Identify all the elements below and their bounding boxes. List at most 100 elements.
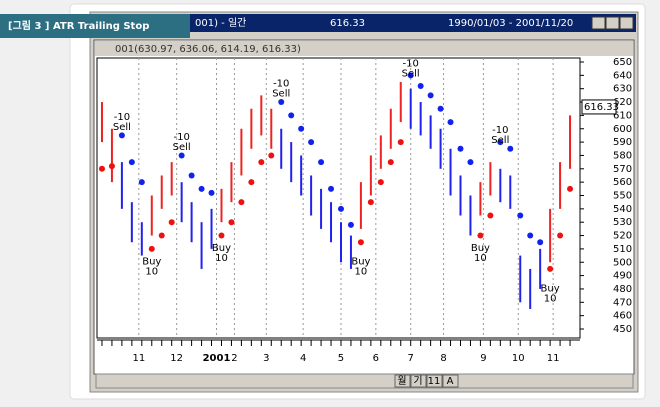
x-tick-label: 7: [408, 353, 414, 364]
signal-qty: -10: [492, 125, 508, 136]
stop-dot: [258, 159, 265, 166]
y-tick-label: 650: [613, 57, 632, 68]
x-tick-label: 11: [132, 353, 145, 364]
y-tick-label: 510: [613, 244, 632, 255]
title-bar: [92, 14, 636, 32]
scrollbar[interactable]: [95, 373, 634, 389]
y-tick-label: 490: [613, 271, 632, 282]
stop-dot: [138, 179, 145, 186]
stop-dot: [328, 185, 335, 192]
toolbar-label: A: [447, 376, 454, 387]
toolbar-label: 11: [428, 376, 441, 387]
stop-dot: [567, 185, 574, 192]
stop-dot: [198, 185, 205, 192]
stop-dot: [387, 159, 394, 166]
y-tick-label: 460: [613, 311, 632, 322]
y-tick-label: 500: [613, 257, 632, 268]
x-tick-label: 12: [170, 353, 183, 364]
toolbar-label: 기: [413, 375, 422, 387]
signal-label: Sell: [173, 142, 191, 153]
stop-dot: [228, 219, 235, 226]
signal-label: Sell: [402, 68, 420, 79]
stop-dot: [337, 205, 344, 212]
stop-dot: [437, 105, 444, 112]
stop-dot: [168, 219, 175, 226]
signal-qty: 10: [355, 267, 368, 278]
signal-label: Buy: [212, 243, 231, 254]
stop-dot: [218, 232, 225, 239]
stop-dot: [98, 165, 105, 172]
signal-label: Buy: [471, 243, 490, 254]
y-tick-label: 560: [613, 177, 632, 188]
signal-qty: -10: [273, 78, 289, 89]
y-tick-label: 550: [613, 191, 632, 202]
stop-dot: [497, 139, 504, 146]
signal-qty: 10: [544, 293, 557, 304]
signal-label: Buy: [351, 257, 370, 268]
toolbar-label: 월: [397, 375, 406, 387]
toolbar-button[interactable]: [442, 374, 459, 388]
x-tick-label: 2: [231, 353, 237, 364]
stop-dot: [547, 265, 554, 272]
stop-dot: [268, 152, 275, 159]
toolbar-button[interactable]: [426, 374, 443, 388]
max-button[interactable]: [605, 16, 620, 30]
stop-dot: [148, 245, 155, 252]
y-tick-label: 640: [613, 70, 632, 81]
subtitle-bar: [95, 41, 633, 56]
y-tick-label: 450: [613, 324, 632, 335]
signal-label: Sell: [113, 122, 131, 133]
x-tick-label: 9: [480, 353, 486, 364]
stop-dot: [447, 119, 454, 126]
close-button[interactable]: [619, 16, 634, 30]
stop-dot: [347, 221, 354, 228]
stop-dot: [118, 132, 125, 139]
y-tick-label: 540: [613, 204, 632, 215]
x-tick-label: 5: [338, 353, 344, 364]
stop-dot: [397, 139, 404, 146]
signal-label: Buy: [541, 283, 560, 294]
stop-dot: [128, 159, 135, 166]
stop-dot: [188, 172, 195, 179]
stop-dot: [417, 83, 424, 90]
y-tick-label: 570: [613, 164, 632, 175]
last-price-label: 616.33: [584, 102, 619, 113]
toolbar-button[interactable]: [394, 374, 411, 388]
y-tick-label: 630: [613, 84, 632, 95]
stop-dot: [357, 239, 364, 246]
stop-dot: [298, 125, 305, 132]
signal-qty: -10: [114, 112, 130, 123]
stop-dot: [517, 212, 524, 219]
stop-dot: [208, 189, 215, 196]
y-tick-label: 580: [613, 150, 632, 161]
x-tick-label: 10: [512, 353, 525, 364]
stop-dot: [278, 99, 285, 106]
stop-dot: [318, 159, 325, 166]
stop-dot: [487, 212, 494, 219]
stop-dot: [238, 199, 245, 206]
stop-dot: [457, 145, 464, 152]
min-button[interactable]: [591, 16, 606, 30]
x-tick-label: 8: [440, 353, 446, 364]
window-title: 001) - 일간: [195, 17, 246, 29]
window-range: 1990/01/03 - 2001/11/20: [448, 18, 573, 29]
y-tick-label: 470: [613, 297, 632, 308]
x-tick-label: 2001: [203, 353, 231, 364]
stop-dot: [158, 232, 165, 239]
plot-area: [96, 57, 581, 339]
x-tick-label: 11: [547, 353, 560, 364]
signal-label: Sell: [491, 135, 509, 146]
stop-dot: [308, 139, 315, 146]
stop-dot: [427, 92, 434, 99]
subtitle: 001(630.97, 636.06, 614.19, 616.33): [115, 44, 301, 55]
signal-qty: 10: [474, 253, 487, 264]
stop-dot: [288, 112, 295, 119]
y-tick-label: 620: [613, 97, 632, 108]
y-tick-label: 480: [613, 284, 632, 295]
x-tick-label: 6: [373, 353, 379, 364]
y-tick-label: 520: [613, 231, 632, 242]
signal-qty: -10: [403, 58, 419, 69]
toolbar-button[interactable]: [410, 374, 427, 388]
y-tick-label: 600: [613, 124, 632, 135]
stop-dot: [507, 145, 514, 152]
